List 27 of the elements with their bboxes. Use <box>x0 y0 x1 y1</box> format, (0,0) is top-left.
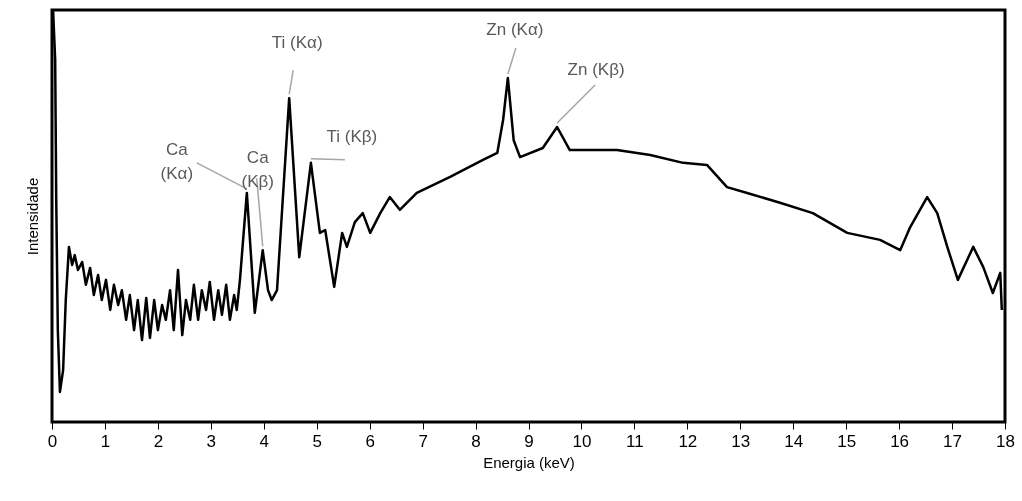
x-tick-label: 6 <box>365 431 375 451</box>
x-tick-label: 4 <box>259 431 270 451</box>
annotation: Ca (Kα) <box>160 139 194 183</box>
x-tick-label: 7 <box>418 431 428 451</box>
x-tick-label: 11 <box>626 431 644 451</box>
x-tick-label: 10 <box>572 431 592 451</box>
x-tick-label: 5 <box>312 431 322 451</box>
annotation: Ca (Kβ) <box>241 148 274 192</box>
x-tick-label: 18 <box>996 431 1015 451</box>
annotation: Zn (Kβ) <box>567 60 625 80</box>
x-tick-label: 12 <box>678 431 698 451</box>
x-axis-title: Energia (keV) <box>483 453 575 471</box>
x-tick-label: 14 <box>784 431 804 451</box>
y-axis-title: Intensidade <box>23 177 41 256</box>
x-tick-label: 1 <box>100 431 111 451</box>
x-tick-label: 2 <box>153 431 164 451</box>
x-tick-label: 9 <box>524 431 534 451</box>
x-tick-label: 3 <box>206 431 217 451</box>
x-tick-label: 15 <box>837 431 857 451</box>
x-tick-label: 8 <box>471 431 481 451</box>
x-tick-label: 16 <box>890 431 910 451</box>
x-tick-label: 0 <box>47 431 58 451</box>
x-tick-label: 17 <box>943 431 963 451</box>
x-tick-label: 13 <box>731 431 751 451</box>
annotation: Ti (Kβ) <box>326 126 378 146</box>
annotation: Zn (Kα) <box>486 19 544 39</box>
annotation: Ti (Kα) <box>271 33 323 53</box>
